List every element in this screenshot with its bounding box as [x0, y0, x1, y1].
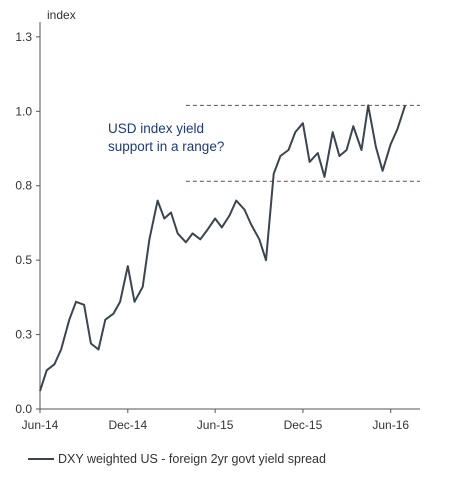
annotation-line: support in a range?: [108, 139, 224, 154]
annotation: USD index yield support in a range?: [108, 121, 224, 154]
annotation-text: USD index yield support in a range?: [108, 121, 224, 154]
x-tick-label: Dec-14: [108, 418, 147, 432]
legend-swatch: [28, 458, 54, 460]
y-tick-label: 0.8: [15, 179, 32, 193]
legend: DXY weighted US - foreign 2yr govt yield…: [28, 452, 326, 466]
x-tick-label: Jun-14: [22, 418, 59, 432]
y-tick-label: 0.5: [15, 253, 32, 267]
x-tick-label: Jun-15: [197, 418, 234, 432]
y-tick-label: 1.3: [15, 30, 32, 44]
y-axis-title: index: [47, 8, 76, 22]
x-tick-label: Dec-15: [284, 418, 323, 432]
x-tick-label: Jun-16: [372, 418, 409, 432]
axes: index 0.0 0.3 0.5 0.8 1.0 1.3 Jun-14 Dec-14 Jun-1…: [15, 8, 420, 432]
y-tick-label: 1.0: [15, 104, 32, 118]
annotation-line: USD index yield: [108, 121, 204, 136]
legend-label: DXY weighted US - foreign 2yr govt yield…: [58, 452, 326, 466]
y-tick-label: 0.3: [15, 328, 32, 342]
series-layer: [39, 104, 407, 392]
series-line: [39, 104, 407, 392]
y-tick-label: 0.0: [15, 402, 32, 416]
